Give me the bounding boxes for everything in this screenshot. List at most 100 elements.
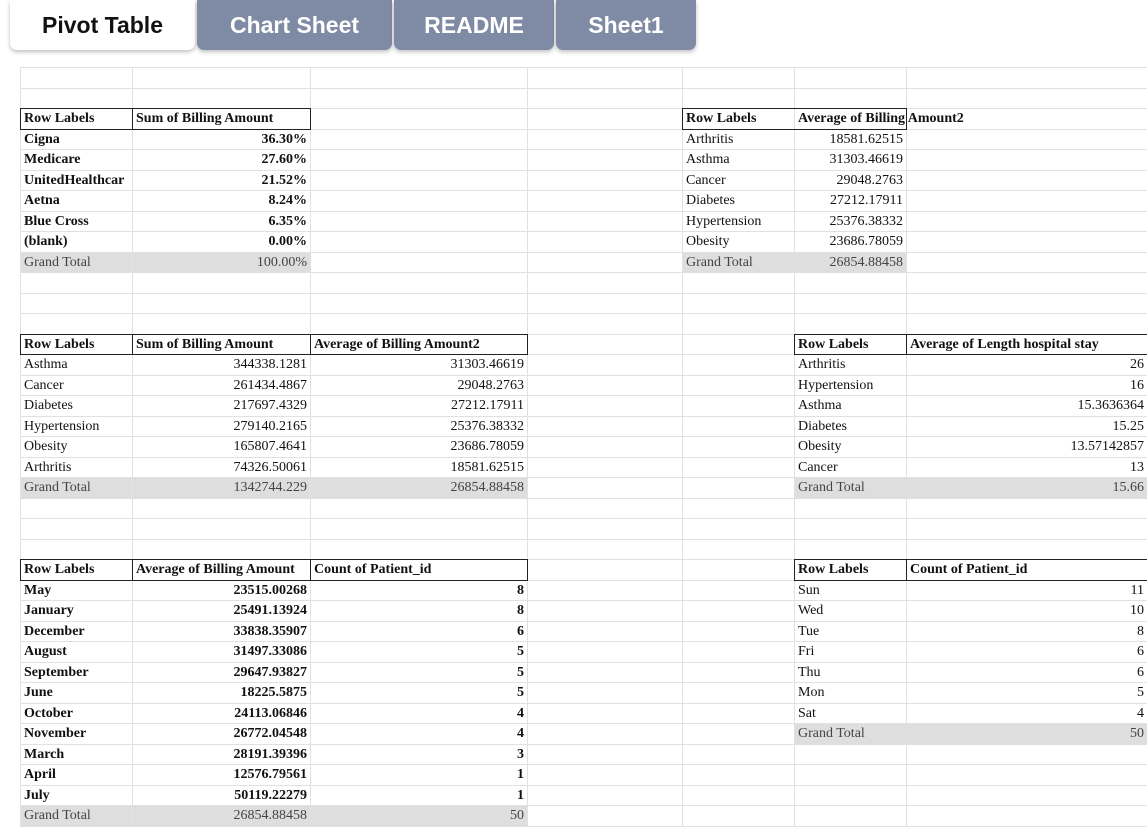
pivot-cell[interactable]: 18581.62515 xyxy=(450,459,525,475)
pivot-cell[interactable]: 21.52% xyxy=(261,172,308,188)
spreadsheet-grid[interactable]: Row Labels Sum of Billing Amount Cigna 36.3… xyxy=(0,56,1147,838)
pivot-cell[interactable]: 5 xyxy=(1137,685,1144,700)
pivot-cell[interactable]: Arthritis xyxy=(24,459,72,475)
pivot-cell[interactable]: October xyxy=(24,705,73,721)
pivot-cell[interactable]: Blue Cross xyxy=(24,213,89,229)
tab-chart-sheet[interactable]: Chart Sheet xyxy=(197,0,392,50)
pivot-cell[interactable]: 25491.13924 xyxy=(233,603,308,618)
pivot-cell[interactable]: Diabetes xyxy=(24,398,73,413)
pivot-cell[interactable]: UnitedHealthcar xyxy=(24,172,125,188)
pivot-cell[interactable]: Obesity xyxy=(798,439,842,454)
pivot-cell[interactable]: (blank) xyxy=(24,234,68,249)
pivot-cell[interactable]: Medicare xyxy=(24,152,81,167)
pivot-cell[interactable]: Tue xyxy=(798,623,820,639)
pivot-cell[interactable]: December xyxy=(24,623,85,639)
pivot-cell[interactable]: 31303.46619 xyxy=(829,152,904,167)
pivot-cell[interactable]: Asthma xyxy=(686,152,730,167)
pivot-cell[interactable]: Cancer xyxy=(798,459,838,475)
pivot-cell[interactable]: April xyxy=(24,767,56,782)
pivot-cell[interactable]: 26854.88458 xyxy=(133,806,310,827)
pivot-cell[interactable]: 25376.38332 xyxy=(450,418,525,434)
pivot-cell[interactable]: 12576.79561 xyxy=(233,767,308,782)
pivot-cell[interactable]: Grand Total xyxy=(683,252,794,273)
pivot-cell[interactable]: Sun xyxy=(798,582,820,598)
pivot-cell[interactable]: 4 xyxy=(517,726,524,741)
pivot-cell[interactable]: 29647.93827 xyxy=(233,664,308,680)
tab-readme[interactable]: README xyxy=(394,0,554,50)
pivot-cell[interactable]: 15.25 xyxy=(1112,418,1145,434)
pivot-cell[interactable]: 33838.35907 xyxy=(233,623,308,639)
pivot-cell[interactable]: Average of Billing Amount2 xyxy=(314,336,480,352)
pivot-cell[interactable]: 26 xyxy=(1130,357,1144,372)
pivot-cell[interactable]: Thu xyxy=(798,664,821,680)
pivot-cell[interactable]: 1 xyxy=(517,767,524,782)
pivot-cell[interactable]: 50119.22279 xyxy=(234,787,307,803)
tab-sheet1[interactable]: Sheet1 xyxy=(556,0,696,50)
pivot-cell[interactable]: 26772.04548 xyxy=(233,726,308,741)
pivot-cell[interactable]: 23686.78059 xyxy=(829,234,904,249)
pivot-cell[interactable]: 16 xyxy=(1130,377,1144,393)
pivot-cell[interactable]: July xyxy=(24,787,50,803)
pivot-cell[interactable]: Obesity xyxy=(24,439,68,454)
pivot-cell[interactable]: 24113.06846 xyxy=(234,705,307,721)
pivot-cell[interactable]: August xyxy=(24,644,67,659)
pivot-cell[interactable]: 28191.39396 xyxy=(233,746,308,762)
pivot-cell[interactable]: Average of Billing Amount2 xyxy=(798,111,964,126)
pivot-cell[interactable]: 100.00% xyxy=(133,252,310,273)
pivot-cell[interactable]: 18581.62515 xyxy=(829,131,904,147)
pivot-cell[interactable]: 29048.2763 xyxy=(457,377,525,393)
pivot-cell[interactable]: Arthritis xyxy=(686,131,734,147)
pivot-cell[interactable]: Row Labels xyxy=(798,336,869,352)
pivot-cell[interactable]: 15.66 xyxy=(907,478,1147,499)
pivot-cell[interactable]: Row Labels xyxy=(686,111,757,126)
pivot-cell[interactable]: 25376.38332 xyxy=(829,213,904,229)
pivot-cell[interactable]: Hypertension xyxy=(686,213,762,229)
pivot-cell[interactable]: Obesity xyxy=(686,234,730,249)
pivot-cell[interactable]: September xyxy=(24,664,89,680)
pivot-cell[interactable]: Aetna xyxy=(24,193,60,208)
pivot-cell[interactable]: 5 xyxy=(517,644,524,659)
pivot-cell[interactable]: 36.30% xyxy=(261,131,308,147)
pivot-cell[interactable]: Hypertension xyxy=(798,377,874,393)
pivot-cell[interactable]: March xyxy=(24,746,65,762)
pivot-cell[interactable]: 4 xyxy=(1137,705,1144,721)
pivot-cell[interactable]: 8 xyxy=(1137,623,1144,639)
pivot-cell[interactable]: 8.24% xyxy=(268,193,308,208)
pivot-cell[interactable]: 27.60% xyxy=(261,152,308,167)
pivot-cell[interactable]: Diabetes xyxy=(798,418,847,434)
pivot-cell[interactable]: Fri xyxy=(798,644,815,659)
pivot-cell[interactable]: 5 xyxy=(517,685,524,700)
pivot-cell[interactable]: 13 xyxy=(1130,459,1144,475)
pivot-cell[interactable]: Count of Patient_id xyxy=(314,562,432,577)
pivot-cell[interactable]: 26854.88458 xyxy=(311,478,527,499)
pivot-cell[interactable]: 74326.50061 xyxy=(233,459,308,475)
pivot-cell[interactable]: 31497.33086 xyxy=(233,644,308,659)
pivot-cell[interactable]: 31303.46619 xyxy=(450,357,525,372)
pivot-cell[interactable]: Grand Total xyxy=(795,724,906,745)
pivot-cell[interactable]: 50 xyxy=(907,724,1147,745)
pivot-cell[interactable]: 1 xyxy=(517,787,524,803)
tab-pivot-table[interactable]: Pivot Table xyxy=(10,0,195,50)
pivot-cell[interactable]: 165807.4641 xyxy=(233,439,308,454)
pivot-cell[interactable]: Average of Billing Amount xyxy=(136,562,295,577)
pivot-cell[interactable]: 15.3636364 xyxy=(1077,398,1145,413)
pivot-cell[interactable]: Row Labels xyxy=(24,562,95,577)
pivot-cell[interactable]: 27212.17911 xyxy=(830,193,903,208)
pivot-cell[interactable]: 26854.88458 xyxy=(795,252,906,273)
pivot-cell[interactable]: Grand Total xyxy=(21,478,132,499)
pivot-cell[interactable]: Row Labels xyxy=(798,562,869,577)
pivot-cell[interactable]: 23686.78059 xyxy=(450,439,525,454)
pivot-cell[interactable]: Cancer xyxy=(24,377,64,393)
pivot-cell[interactable]: 11 xyxy=(1130,582,1144,598)
pivot-cell[interactable]: Sat xyxy=(798,705,816,721)
pivot-cell[interactable]: Sum of Billing Amount xyxy=(136,111,274,126)
pivot-cell[interactable]: 10 xyxy=(1130,603,1144,618)
pivot-cell[interactable]: June xyxy=(24,685,53,700)
pivot-cell[interactable]: 50 xyxy=(311,806,527,827)
pivot-cell[interactable]: Arthritis xyxy=(798,357,846,372)
pivot-cell[interactable]: Cancer xyxy=(686,172,726,188)
pivot-cell[interactable]: Diabetes xyxy=(686,193,735,208)
pivot-cell[interactable]: 6 xyxy=(517,623,524,639)
pivot-cell[interactable]: 6.35% xyxy=(268,213,308,229)
pivot-cell[interactable]: 217697.4329 xyxy=(233,398,308,413)
